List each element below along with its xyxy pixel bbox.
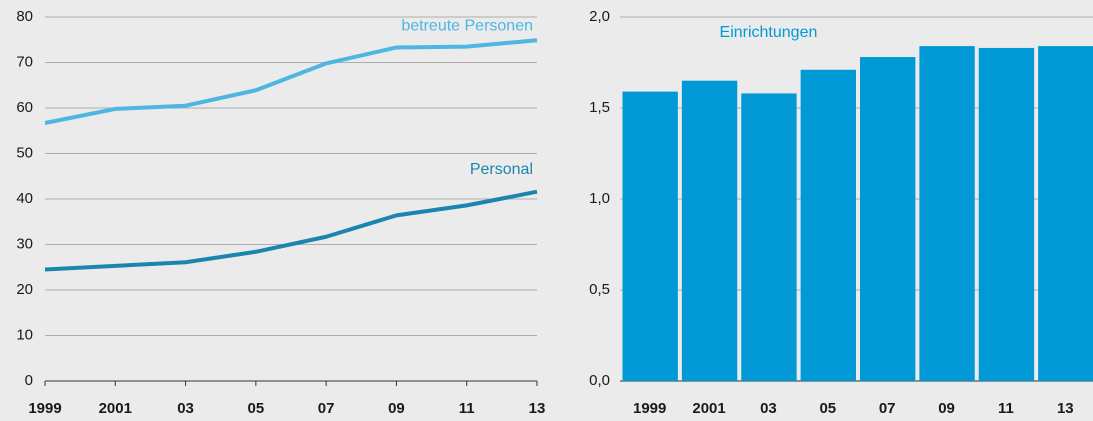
bar [800,69,856,381]
x-tick-label: 09 [938,400,955,417]
y-tick-label: 10 [16,326,33,343]
x-tick-label: 13 [1057,400,1074,417]
series-label: Einrichtungen [720,24,818,41]
x-tick-label: 07 [318,400,335,417]
y-tick-label: 60 [16,99,33,116]
x-tick-label: 05 [248,400,265,417]
series-label: betreute Personen [401,17,533,34]
x-tick-label: 11 [459,400,475,417]
bar [860,57,916,381]
x-tick-label: 11 [998,400,1014,417]
line [44,189,538,272]
x-tick-label: 03 [760,400,777,417]
bar [978,47,1035,381]
x-tick-label: 07 [879,400,896,417]
y-tick-label: 1,5 [589,99,610,116]
line [44,38,538,125]
bar [681,80,738,381]
bar [919,46,975,382]
y-tick-label: 0 [25,372,33,389]
x-tick-label: 03 [177,400,194,417]
y-tick-label: 30 [16,235,33,252]
x-tick-label: 1999 [28,400,61,417]
x-tick-label: 1999 [633,400,666,417]
x-tick-label: 2001 [692,400,725,417]
y-tick-label: 0,0 [589,372,610,389]
bar [1038,46,1093,382]
y-tick-label: 50 [16,144,33,161]
bar [741,93,797,381]
x-tick-label: 05 [819,400,836,417]
y-tick-label: 70 [16,53,33,70]
y-tick-label: 40 [16,190,33,207]
x-tick-label: 09 [388,400,405,417]
x-tick-label: 2001 [99,400,132,417]
x-tick-label: 13 [529,400,546,417]
y-tick-label: 0,5 [589,281,610,298]
bar [622,91,678,382]
y-tick-label: 2,0 [589,8,610,25]
y-tick-label: 80 [16,8,33,25]
y-tick-label: 20 [16,281,33,298]
series-label: Personal [470,161,533,178]
y-tick-label: 1,0 [589,190,610,207]
